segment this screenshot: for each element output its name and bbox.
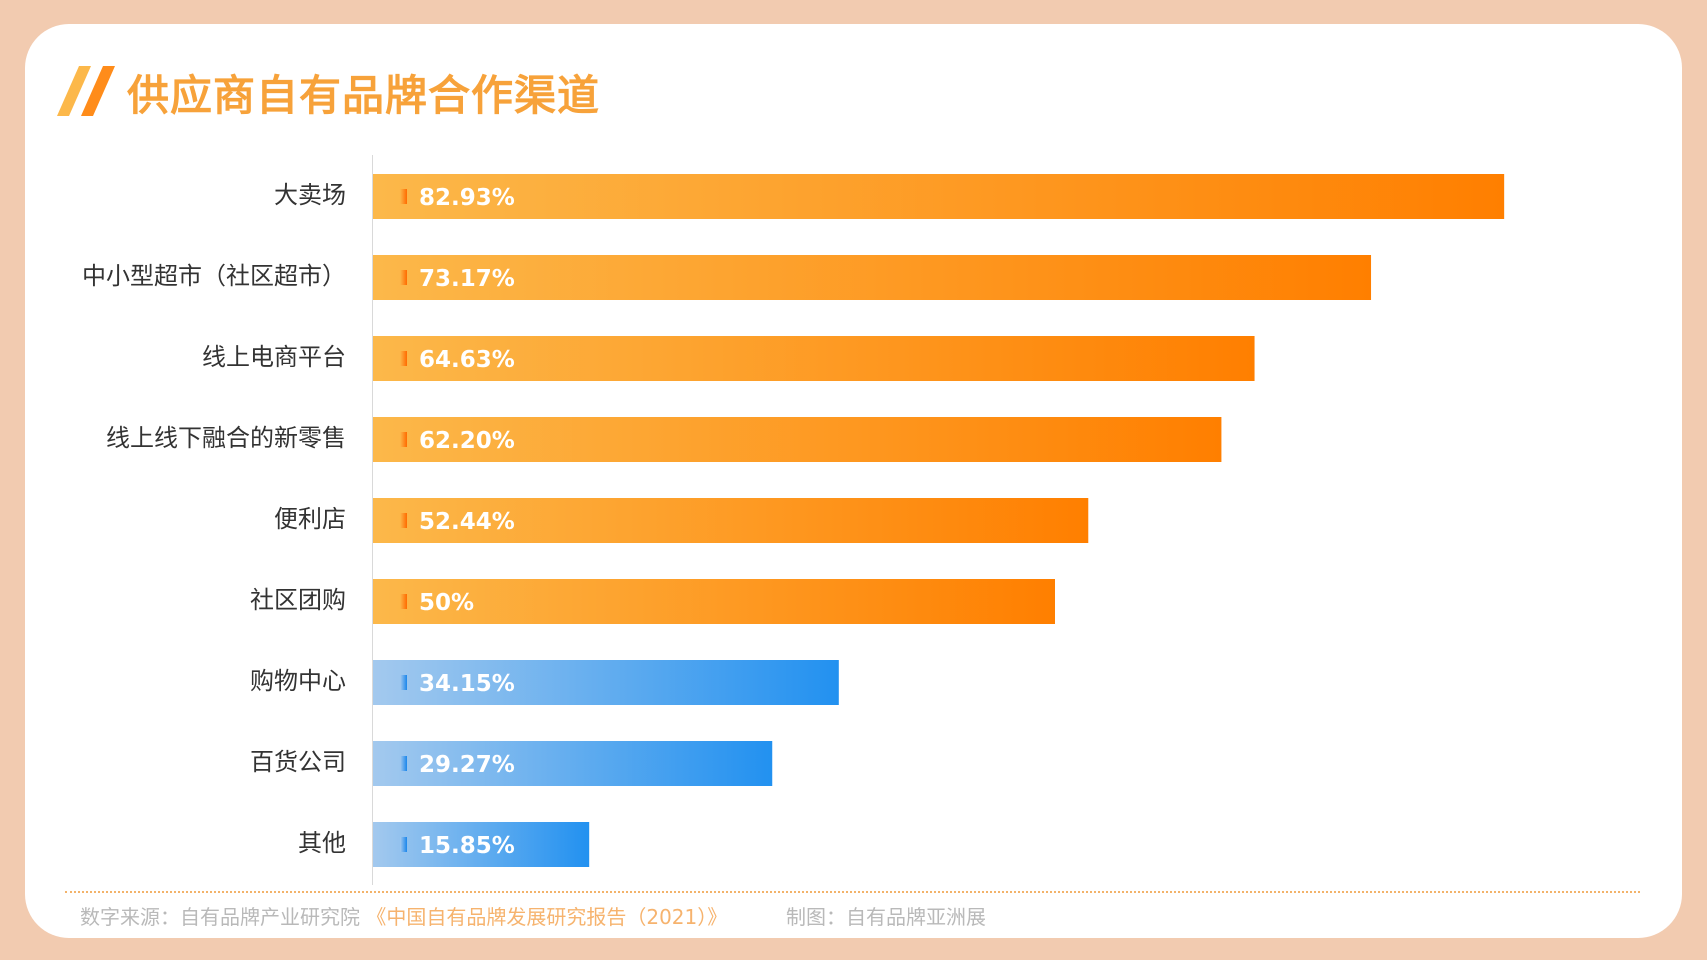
- bar-2: [373, 255, 1372, 300]
- category-label-8: 百货公司: [250, 748, 346, 776]
- double-slash-icon: [57, 66, 115, 116]
- bar-8: [373, 741, 773, 786]
- bar-marker-5: [400, 513, 407, 528]
- category-label-2: 中小型超市（社区超市）: [82, 262, 346, 290]
- source-org: 自有品牌产业研究院: [180, 905, 360, 929]
- category-label-7: 购物中心: [250, 667, 346, 695]
- value-label-6: 50%: [419, 590, 474, 616]
- maker-label: 制图：: [785, 905, 846, 929]
- footer: 数字来源：自有品牌产业研究院 《中国自有品牌发展研究报告（2021）》 制图：自…: [80, 901, 986, 930]
- bar-9: [373, 822, 590, 867]
- maker-name: 自有品牌亚洲展: [845, 905, 986, 929]
- value-label-5: 52.44%: [419, 509, 515, 535]
- chart-title-group: 供应商自有品牌合作渠道: [57, 62, 600, 122]
- bar-marker-9: [400, 837, 407, 852]
- chart-title: 供应商自有品牌合作渠道: [127, 70, 601, 120]
- bar-marker-7: [400, 675, 407, 690]
- bar-marker-8: [400, 756, 407, 771]
- category-label-4: 线上线下融合的新零售: [106, 424, 346, 452]
- value-label-8: 29.27%: [419, 752, 515, 778]
- category-label-1: 大卖场: [274, 181, 346, 209]
- bar-7: [373, 660, 839, 705]
- category-label-9: 其他: [298, 829, 346, 857]
- footer-divider: [65, 891, 1640, 893]
- category-label-5: 便利店: [274, 505, 346, 533]
- value-label-3: 64.63%: [419, 347, 515, 373]
- category-label-3: 线上电商平台: [202, 343, 346, 371]
- bar-5: [373, 498, 1089, 543]
- bar-6: [373, 579, 1055, 624]
- value-label-2: 73.17%: [419, 266, 515, 292]
- source-label: 数字来源：: [80, 905, 180, 929]
- bar-marker-6: [400, 594, 407, 609]
- bar-4: [373, 417, 1222, 462]
- source-report: 《中国自有品牌发展研究报告（2021）》: [366, 905, 728, 929]
- bar-marker-2: [400, 270, 407, 285]
- value-label-1: 82.93%: [419, 185, 515, 211]
- category-label-6: 社区团购: [250, 586, 346, 614]
- bar-1: [373, 174, 1505, 219]
- value-label-4: 62.20%: [419, 428, 515, 454]
- bar-3: [373, 336, 1255, 381]
- value-label-9: 15.85%: [419, 833, 515, 859]
- bar-marker-4: [400, 432, 407, 447]
- bar-marker-3: [400, 351, 407, 366]
- bar-marker-1: [400, 189, 407, 204]
- bar-chart: 82.93% 大卖场 73.17% 中小型超市（社区超市） 64.63% 线上电商平台 62…: [82, 155, 1505, 885]
- value-label-7: 34.15%: [419, 671, 515, 697]
